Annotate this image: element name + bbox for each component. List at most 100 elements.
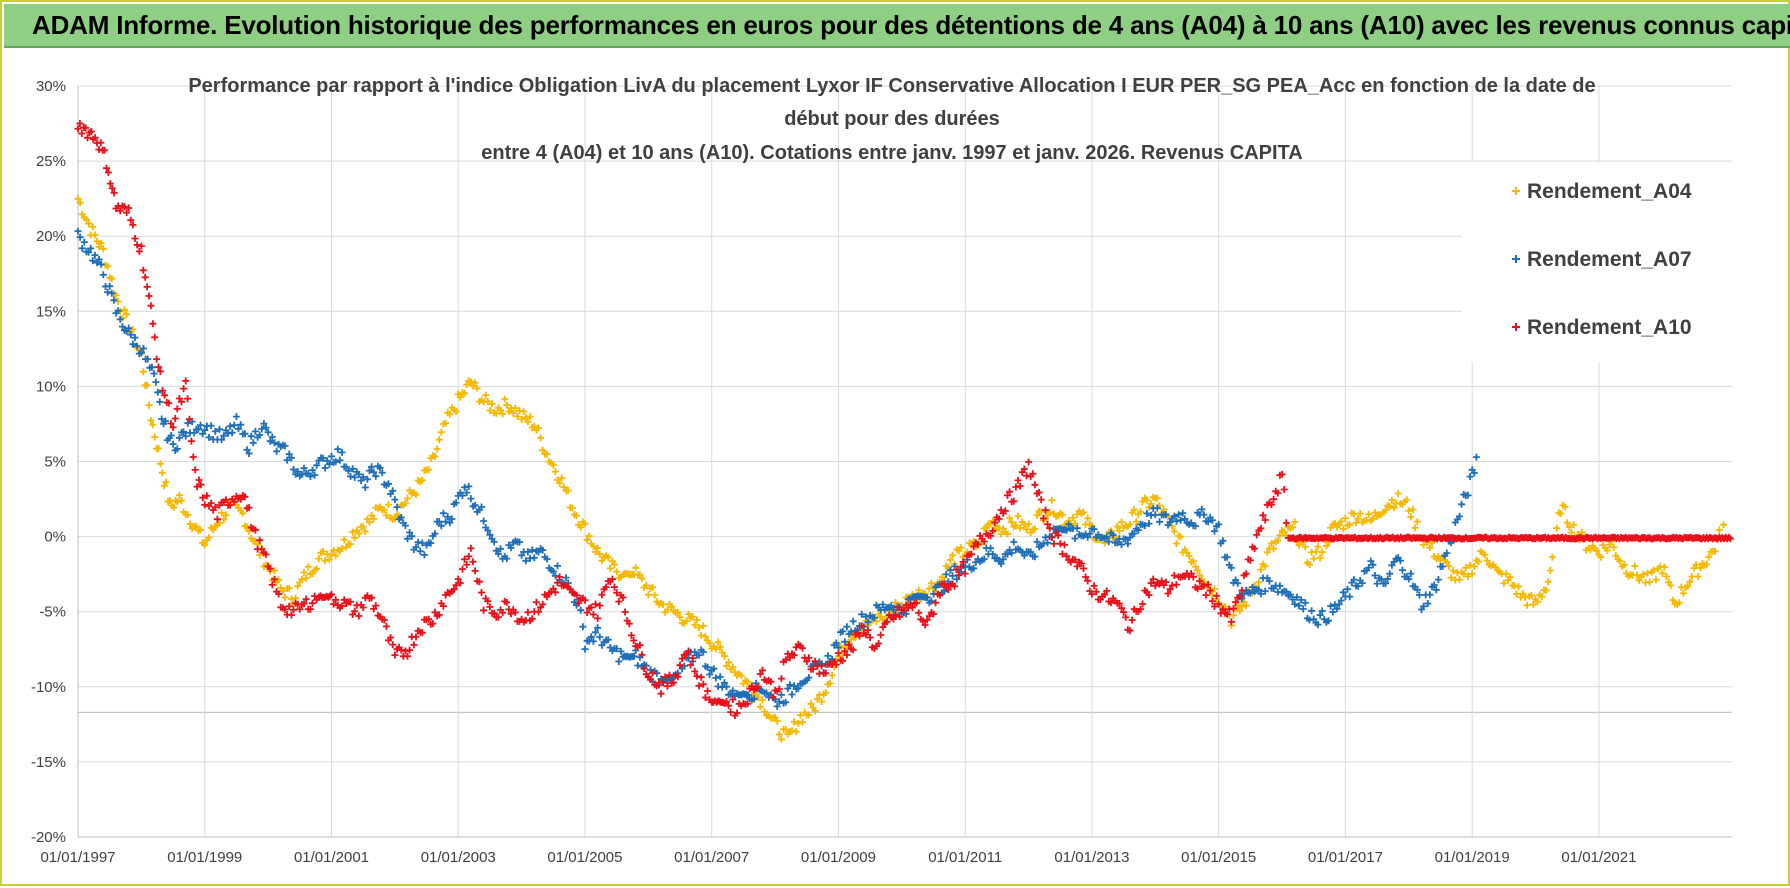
data-point <box>1189 557 1197 565</box>
data-point <box>615 598 623 606</box>
data-point <box>790 718 798 726</box>
data-point <box>1128 616 1136 624</box>
data-point <box>1181 515 1189 523</box>
data-point <box>689 654 697 662</box>
data-point <box>1382 506 1390 514</box>
data-point <box>522 414 530 421</box>
data-point <box>930 610 937 618</box>
data-point <box>1153 504 1161 512</box>
data-point <box>197 421 204 429</box>
data-point <box>687 661 695 669</box>
data-point <box>581 645 589 653</box>
data-point <box>562 574 570 582</box>
data-point <box>786 681 794 689</box>
data-point <box>149 421 157 429</box>
data-point <box>355 530 363 538</box>
data-point <box>99 271 107 279</box>
data-point <box>685 647 692 655</box>
data-point <box>1238 603 1246 611</box>
data-point <box>792 728 800 736</box>
data-point <box>404 535 411 543</box>
data-point <box>1071 520 1079 528</box>
data-point <box>1470 563 1478 570</box>
data-point <box>1711 547 1719 555</box>
data-point <box>1365 564 1373 572</box>
data-point <box>313 461 321 469</box>
data-point <box>843 651 851 659</box>
data-point <box>1597 553 1605 561</box>
data-point <box>535 608 542 616</box>
data-point <box>209 526 217 534</box>
data-point <box>704 663 711 671</box>
data-point <box>463 381 471 389</box>
data-point <box>507 610 515 618</box>
data-point <box>497 545 504 553</box>
data-point <box>524 418 532 426</box>
data-point <box>1603 547 1611 554</box>
data-point <box>695 624 703 632</box>
data-point <box>913 599 921 607</box>
data-point <box>266 437 274 445</box>
data-point <box>116 315 124 323</box>
data-point <box>342 463 350 471</box>
y-tick-label: -20% <box>31 829 66 846</box>
data-point <box>170 504 178 511</box>
data-point <box>1270 495 1278 503</box>
data-point <box>892 611 899 619</box>
data-point <box>794 720 802 727</box>
data-point <box>205 534 213 541</box>
data-point <box>970 564 978 572</box>
data-point <box>1274 537 1282 544</box>
data-point <box>418 539 426 547</box>
data-point <box>416 547 424 555</box>
data-point <box>158 415 166 423</box>
data-point <box>439 509 447 517</box>
data-point <box>266 565 274 573</box>
data-point <box>782 698 790 706</box>
data-point <box>82 124 90 132</box>
data-point <box>1720 521 1728 529</box>
data-point <box>155 363 162 371</box>
data-point <box>989 527 997 535</box>
data-point <box>1394 490 1402 498</box>
data-point <box>137 349 145 356</box>
data-point <box>290 606 297 614</box>
data-point <box>319 454 327 462</box>
data-point <box>1295 602 1303 610</box>
data-point <box>437 428 445 436</box>
x-tick-label: 01/01/2011 <box>928 849 1002 866</box>
data-point <box>201 426 209 434</box>
data-point <box>887 602 895 610</box>
data-point <box>1219 605 1227 613</box>
data-point <box>192 522 200 530</box>
data-point <box>340 596 348 604</box>
data-point <box>321 464 329 472</box>
data-point <box>1172 581 1180 589</box>
data-point <box>1120 608 1128 616</box>
data-point <box>499 410 507 418</box>
page-title: ADAM Informe. Evolution historique des p… <box>32 10 1790 40</box>
data-point <box>475 578 483 586</box>
data-point <box>784 685 792 693</box>
data-point <box>187 437 195 445</box>
data-point <box>879 623 887 631</box>
data-point <box>211 503 219 511</box>
data-point <box>1373 580 1381 588</box>
data-point <box>627 631 635 639</box>
data-point <box>1084 577 1092 585</box>
data-point <box>108 184 116 192</box>
data-point <box>811 657 819 665</box>
data-point <box>723 683 730 691</box>
data-point <box>1139 600 1147 608</box>
data-point <box>1413 518 1421 526</box>
data-point <box>461 389 469 397</box>
chart-title-line-1: Performance par rapport à l'indice Oblig… <box>188 75 1595 97</box>
data-point <box>427 539 435 547</box>
data-point <box>127 331 135 339</box>
data-point <box>245 450 253 457</box>
data-point <box>822 689 830 696</box>
data-point <box>883 618 891 626</box>
data-point <box>720 679 728 687</box>
data-point <box>319 548 327 555</box>
data-point <box>771 713 779 721</box>
